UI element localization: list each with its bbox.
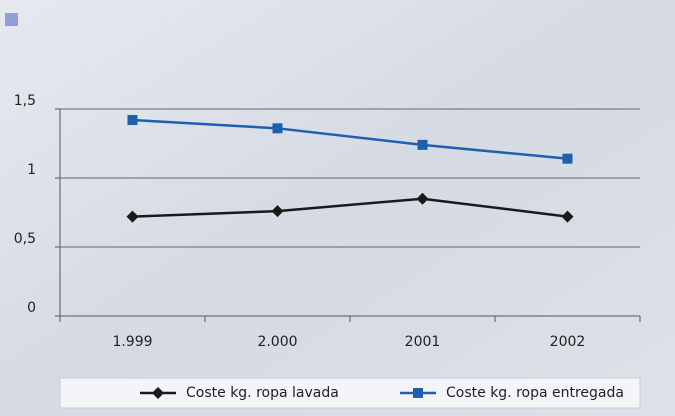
legend-marker (413, 388, 423, 398)
point (271, 205, 284, 218)
y-tick-label: 0,5 (14, 231, 36, 247)
x-tick-label: 1.999 (112, 334, 152, 350)
point (561, 210, 574, 223)
legend-label: Coste kg. ropa entregada (446, 385, 624, 401)
point (416, 192, 429, 205)
x-tick-label: 2.000 (257, 334, 297, 350)
y-tick-label: 1,5 (14, 93, 36, 109)
corner-square (5, 13, 18, 26)
series-line (132, 197, 568, 218)
point (272, 123, 283, 134)
point (417, 139, 428, 150)
legend-marker (152, 387, 164, 399)
y-tick-label: 1 (27, 162, 36, 178)
x-tick-label: 2001 (405, 334, 441, 350)
legend-label: Coste kg. ropa lavada (186, 385, 339, 401)
series-line (132, 118, 568, 160)
point (562, 153, 573, 164)
point (126, 210, 139, 223)
x-tick-label: 2002 (550, 334, 586, 350)
point (127, 115, 138, 126)
y-tick-label: 0 (27, 300, 36, 316)
